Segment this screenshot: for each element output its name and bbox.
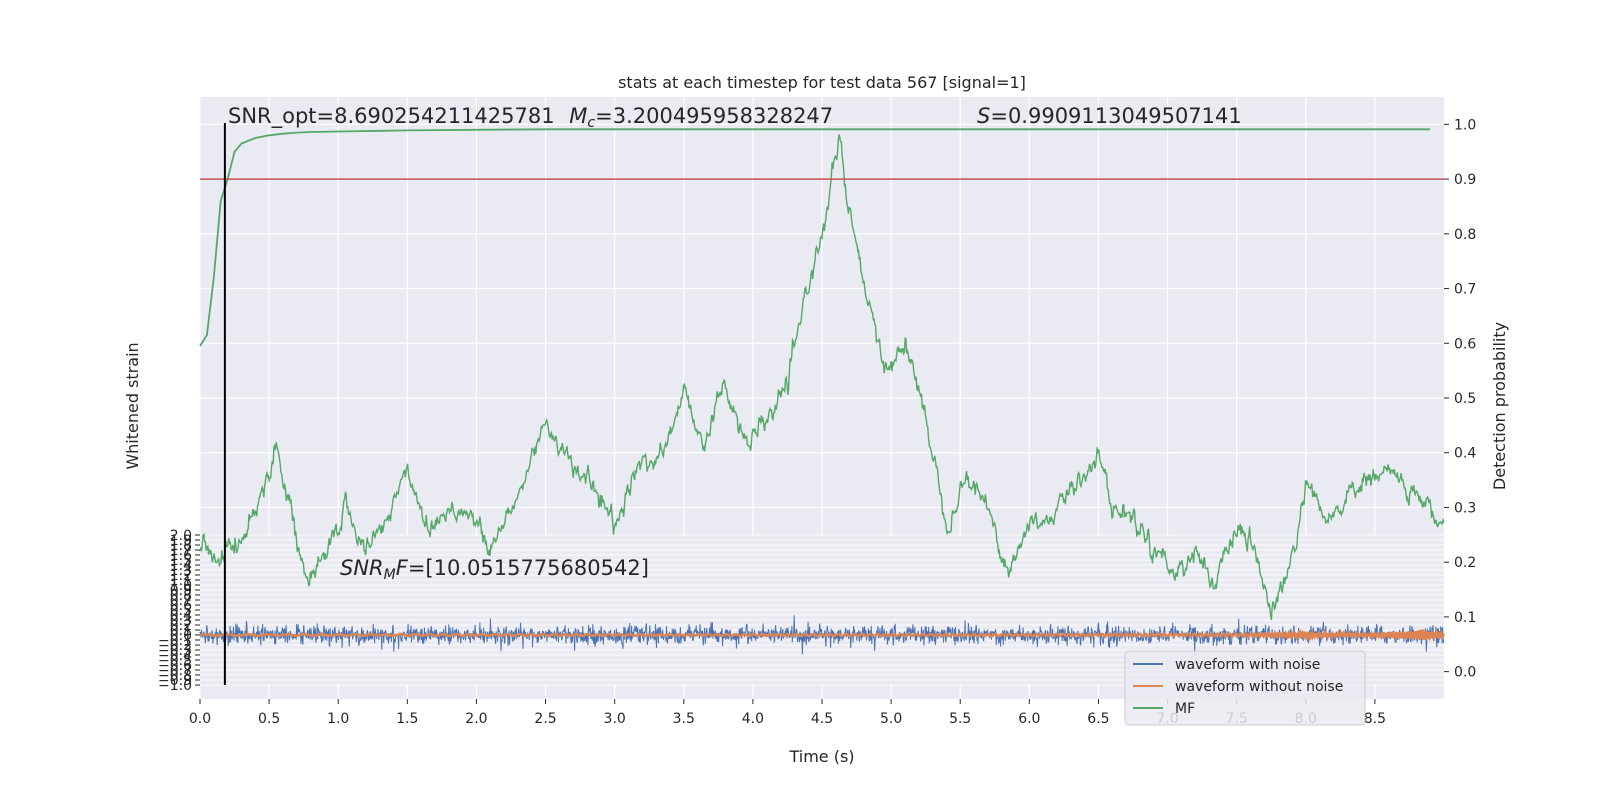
left-tick-label-26: −0.6 [158, 658, 192, 674]
snr-mf-annotation: SNRMF=[10.0515775680542] [340, 556, 649, 583]
legend: waveform with noise waveform without noi… [1124, 650, 1366, 726]
left-tick-label-5: 1.5 [170, 553, 192, 569]
s-symbol: S [977, 104, 990, 128]
snr-mf-value: =[10.0515775680542] [408, 556, 649, 580]
right-tick-label-0: 1.0 [1454, 117, 1476, 133]
left-tick-label-20: 0.0 [170, 628, 192, 644]
left-tick-label-22: −0.2 [158, 638, 192, 654]
left-tick-label-16: 0.4 [170, 608, 192, 624]
left-tick-label-18: 0.2 [170, 618, 192, 634]
mc-value: =3.200495958328247 [595, 104, 833, 128]
left-tick-label-21: −0.1 [158, 633, 192, 649]
snr-opt-mc-annotation: SNR_opt=8.690254211425781 Mc=3.200495958… [228, 104, 833, 131]
right-tick-label-1: 0.9 [1454, 172, 1476, 188]
left-tick-label-17: 0.3 [170, 613, 192, 629]
s-value: =0.9909113049507141 [990, 104, 1241, 128]
left-tick-label-25: −0.5 [158, 653, 192, 669]
left-axis-label: Whitened strain [123, 342, 142, 469]
x-tick-label-17: 8.5 [1364, 711, 1386, 727]
x-tick-label-3: 1.5 [396, 711, 418, 727]
right-tick-label-2: 0.8 [1454, 227, 1476, 243]
legend-label-noise: waveform with noise [1175, 657, 1320, 673]
left-tick-label-13: 0.7 [170, 593, 192, 609]
right-tick-label-3: 0.7 [1454, 282, 1476, 298]
left-axis-ticks: 2.01.91.81.71.61.51.41.31.21.11.00.90.80… [158, 528, 200, 694]
right-axis-label: Detection probability [1490, 322, 1509, 490]
left-tick-label-2: 1.8 [170, 538, 192, 554]
x-tick-label-12: 6.0 [1018, 711, 1040, 727]
left-tick-label-30: −1.0 [158, 678, 192, 694]
snr-mf-subscript: M [384, 567, 396, 583]
legend-box [1124, 650, 1366, 726]
left-tick-label-7: 1.3 [170, 563, 192, 579]
right-tick-label-6: 0.4 [1454, 446, 1476, 462]
series-layer [199, 123, 1446, 685]
legend-label-clean: waveform without noise [1175, 679, 1343, 695]
left-tick-label-27: −0.7 [158, 663, 192, 679]
chart-title: stats at each timestep for test data 567… [618, 73, 1026, 92]
left-tick-label-24: −0.4 [158, 648, 192, 664]
right-tick-label-10: 0.0 [1454, 665, 1476, 681]
x-tick-label-0: 0.0 [189, 711, 211, 727]
x-tick-label-5: 2.5 [534, 711, 556, 727]
left-tick-label-6: 1.4 [170, 558, 192, 574]
left-tick-label-12: 0.8 [170, 588, 192, 604]
left-tick-label-23: −0.3 [158, 643, 192, 659]
mc-subscript: c [587, 115, 595, 131]
right-tick-label-9: 0.1 [1454, 610, 1476, 626]
x-tick-label-2: 1.0 [327, 711, 349, 727]
x-tick-label-7: 3.5 [673, 711, 695, 727]
series-mf [199, 128, 1431, 347]
left-tick-label-1: 1.9 [170, 533, 192, 549]
legend-label-mf: MF [1175, 701, 1195, 717]
left-tick-label-10: 1.0 [170, 578, 192, 594]
x-tick-label-10: 5.0 [880, 711, 902, 727]
x-tick-label-4: 2.0 [465, 711, 487, 727]
x-tick-label-8: 4.0 [742, 711, 764, 727]
x-tick-label-6: 3.0 [604, 711, 626, 727]
left-tick-label-29: −0.9 [158, 673, 192, 689]
right-tick-label-4: 0.6 [1454, 336, 1476, 352]
snr-mf-symbol: SNR [340, 556, 384, 580]
right-tick-label-7: 0.3 [1454, 500, 1476, 516]
x-tick-label-13: 6.5 [1087, 711, 1109, 727]
left-tick-label-15: 0.5 [170, 603, 192, 619]
x-axis-label: Time (s) [788, 747, 854, 766]
snr-mf-tail: F [396, 556, 409, 580]
x-tick-label-9: 4.5 [811, 711, 833, 727]
right-tick-label-5: 0.5 [1454, 391, 1476, 407]
x-tick-label-1: 0.5 [258, 711, 280, 727]
series-waveform-without-noise [199, 627, 1446, 642]
snr-opt-value: SNR_opt=8.690254211425781 [228, 104, 555, 129]
right-tick-label-8: 0.2 [1454, 555, 1476, 571]
x-tick-label-11: 5.5 [949, 711, 971, 727]
right-axis-ticks: 1.0 0.9 0.8 0.7 0.6 0.5 0.4 0.3 0.2 0.1 0.0 [1444, 117, 1476, 681]
left-tick-label-14: 0.6 [170, 598, 192, 614]
left-tick-label-28: −0.8 [158, 668, 192, 684]
left-tick-label-19: 0.1 [170, 623, 192, 639]
s-annotation: S=0.9909113049507141 [977, 104, 1242, 128]
mc-symbol: M [569, 104, 587, 128]
left-tick-label-11: 0.9 [170, 583, 192, 599]
series-snr-mf-trace [199, 134, 1445, 621]
left-tick-label-4: 1.6 [170, 548, 192, 564]
left-tick-label-0: 2.0 [170, 528, 192, 544]
left-tick-label-8: 1.2 [170, 568, 192, 584]
left-tick-label-9: 1.1 [170, 573, 192, 589]
left-tick-label-3: 1.7 [170, 543, 192, 559]
